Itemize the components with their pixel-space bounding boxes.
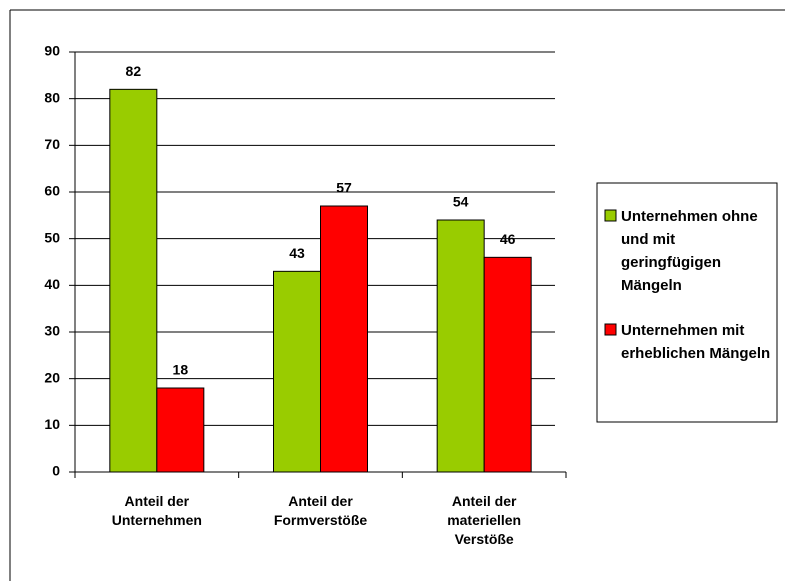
legend-swatch [604,323,617,336]
bar [436,219,485,473]
bar [109,88,158,473]
legend-swatch [604,209,617,222]
x-tick-label: Anteil der Unternehmen [111,493,202,528]
value-label: 82 [126,63,142,79]
y-tick-label: 70 [44,136,60,152]
x-tick-label: Anteil der Formverstöße [273,493,368,528]
bar [156,387,205,473]
value-label: 54 [453,194,469,210]
bar [273,270,321,473]
y-tick-label: 90 [44,43,60,59]
legend-box [596,182,778,423]
x-tick-label: Anteil der materiellen Verstöße [447,493,522,547]
bar [483,256,532,473]
y-tick-label: 10 [44,416,60,432]
value-label: 43 [289,245,305,261]
legend-label: Unternehmen mit erheblichen Mängeln [621,322,771,362]
y-tick-label: 50 [44,229,60,245]
bar [320,205,368,473]
y-tick-label: 30 [44,323,60,339]
value-label: 18 [173,362,189,378]
value-label: 46 [500,231,516,247]
y-tick-label: 40 [44,276,60,292]
value-label: 57 [336,180,352,196]
legend-label: Unternehmen ohne und mit geringfügigen M… [621,208,758,294]
y-tick-label: 60 [44,183,60,199]
y-tick-label: 20 [44,369,60,385]
y-tick-label: 0 [52,463,60,479]
y-tick-label: 80 [44,89,60,105]
